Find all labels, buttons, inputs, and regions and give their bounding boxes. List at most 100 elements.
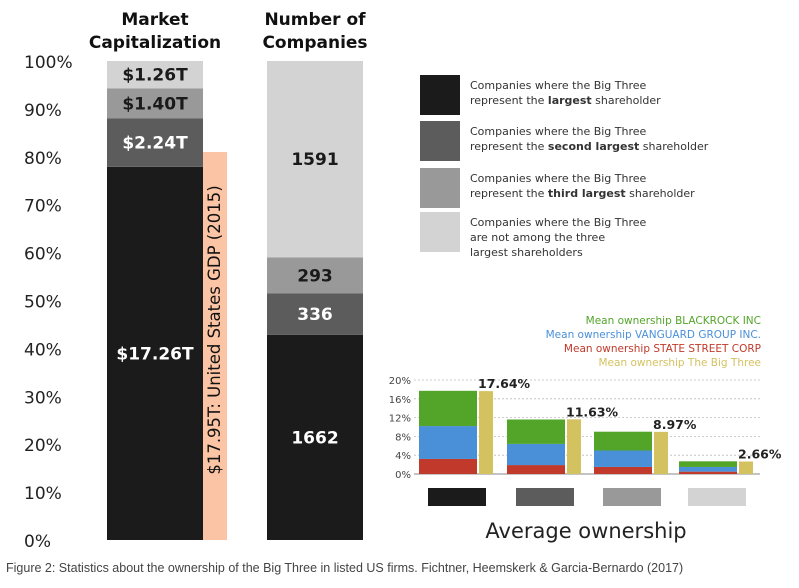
legend-text: Companies where the Big Three — [470, 125, 647, 138]
legend-text: represent the second largest shareholder — [470, 140, 709, 153]
mini-stack-segment — [507, 443, 565, 466]
mini-stack-segment — [419, 458, 477, 474]
mini-big-three-bar — [567, 419, 581, 474]
legend-swatch — [420, 75, 460, 115]
mini-legend-entry: Mean ownership The Big Three — [599, 357, 762, 369]
y-tick-label: 50% — [24, 293, 62, 313]
mini-category-swatch — [603, 488, 661, 506]
mini-stack-segment — [507, 419, 565, 444]
segment-value-label: $17.26T — [116, 344, 194, 364]
figure-caption: Figure 2: Statistics about the ownership… — [6, 561, 684, 575]
stacked-bar-segment — [267, 334, 363, 540]
stacked-bar-segment — [267, 61, 363, 258]
legend-text: represent the largest shareholder — [470, 94, 661, 107]
gdp-reference-label: $17.95T: United States GDP (2015) — [205, 185, 224, 474]
y-tick-label: 0% — [24, 532, 51, 552]
mini-chart-title: Average ownership — [485, 519, 686, 543]
legend-swatch — [420, 168, 460, 208]
mini-y-tick-label: 4% — [395, 451, 411, 462]
gdp-reference-bar — [203, 152, 227, 540]
column-title: Companies — [262, 33, 367, 53]
legend-text-part: largest shareholders — [470, 246, 583, 259]
legend-text-part: shareholder — [639, 140, 708, 153]
mini-big-three-label: 8.97% — [653, 417, 697, 432]
mini-stack-segment — [679, 466, 737, 472]
segment-value-label: 1591 — [291, 150, 338, 170]
mini-stack-segment — [679, 471, 737, 474]
y-tick-label: 80% — [24, 149, 62, 169]
column-title: Capitalization — [89, 33, 221, 53]
segment-value-label: 1662 — [291, 428, 338, 448]
y-tick-label: 10% — [24, 484, 62, 504]
legend-text-part: are not among the three — [470, 231, 605, 244]
legend-text-part: represent the — [470, 187, 548, 200]
mini-stack-segment — [419, 426, 477, 459]
legend-text-part: represent the — [470, 140, 548, 153]
stacked-bar-segment — [267, 257, 363, 294]
mini-legend-entry: Mean ownership STATE STREET CORP — [564, 343, 761, 355]
legend-text-part: Companies where the Big Three — [470, 216, 647, 229]
mini-y-tick-label: 8% — [395, 432, 411, 443]
legend-text: Companies where the Big Three — [470, 79, 647, 92]
legend-text: largest shareholders — [470, 246, 583, 259]
mini-y-tick-label: 0% — [395, 470, 411, 481]
big-three-ownership-figure: 0% 10% 20% 30% 40% 50% 60% 70% 80% 90% 100% Market C… — [24, 10, 782, 552]
legend-text-part: third largest — [548, 187, 626, 200]
mini-y-tick-label: 20% — [389, 376, 411, 387]
mini-category-swatch — [428, 488, 486, 506]
mini-stack-segment — [419, 390, 477, 427]
mini-big-three-bar — [479, 391, 493, 474]
stacked-bar-segment — [107, 61, 203, 89]
segment-value-label: $1.26T — [122, 66, 188, 86]
column-title: Market — [121, 10, 188, 30]
legend-text-part: shareholder — [592, 94, 661, 107]
legend-text-part: Companies where the Big Three — [470, 79, 647, 92]
stacked-bar-segment — [267, 293, 363, 335]
y-tick-label: 30% — [24, 388, 62, 408]
legend-text: represent the third largest shareholder — [470, 187, 695, 200]
y-tick-label: 100% — [24, 53, 73, 73]
mini-legend-entry: Mean ownership BLACKROCK INC — [586, 315, 761, 327]
legend-text-part: represent the — [470, 94, 548, 107]
mini-category-swatch — [688, 488, 746, 506]
mini-stack-segment — [507, 465, 565, 474]
mini-legend-entry: Mean ownership VANGUARD GROUP INC. — [546, 329, 761, 341]
mini-big-three-label: 2.66% — [738, 446, 782, 461]
legend-swatch — [420, 212, 460, 252]
mini-category-swatch — [516, 488, 574, 506]
y-tick-label: 40% — [24, 340, 62, 360]
legend-swatch — [420, 121, 460, 161]
category-legend: Companies where the Big Three represent t… — [420, 75, 709, 259]
segment-value-label: $2.24T — [122, 134, 188, 154]
stacked-bar-segment — [107, 88, 203, 119]
mini-big-three-bar — [739, 461, 753, 474]
column-title: Number of — [264, 10, 366, 30]
mini-stack-segment — [594, 431, 652, 451]
mini-stack-segment — [679, 461, 737, 467]
mini-stack-segment — [594, 450, 652, 467]
stacked-share-chart: 0% 10% 20% 30% 40% 50% 60% 70% 80% 90% 100% Market C… — [24, 10, 368, 552]
average-ownership-chart: Mean ownership BLACKROCK INC Mean ownersh… — [389, 315, 782, 543]
mini-big-three-label: 17.64% — [478, 376, 531, 391]
stacked-bar-segment — [107, 166, 203, 540]
mini-stack-segment — [594, 466, 652, 474]
legend-text-part: shareholder — [626, 187, 695, 200]
legend-text: are not among the three — [470, 231, 605, 244]
legend-text: Companies where the Big Three — [470, 172, 647, 185]
legend-text-part: Companies where the Big Three — [470, 125, 647, 138]
y-tick-label: 20% — [24, 436, 62, 456]
segment-value-label: 336 — [297, 305, 333, 325]
mini-y-tick-label: 12% — [389, 414, 411, 425]
legend-text-part: Companies where the Big Three — [470, 172, 647, 185]
legend-text-part: second largest — [548, 140, 639, 153]
y-tick-label: 70% — [24, 197, 62, 217]
segment-value-label: 293 — [297, 266, 333, 286]
segment-value-label: $1.40T — [122, 94, 188, 114]
legend-text-part: largest — [548, 94, 592, 107]
legend-text: Companies where the Big Three — [470, 216, 647, 229]
y-tick-label: 60% — [24, 245, 62, 265]
mini-y-tick-label: 16% — [389, 395, 411, 406]
stacked-bar-segment — [107, 118, 203, 167]
y-tick-label: 90% — [24, 101, 62, 121]
mini-big-three-label: 11.63% — [566, 404, 619, 419]
